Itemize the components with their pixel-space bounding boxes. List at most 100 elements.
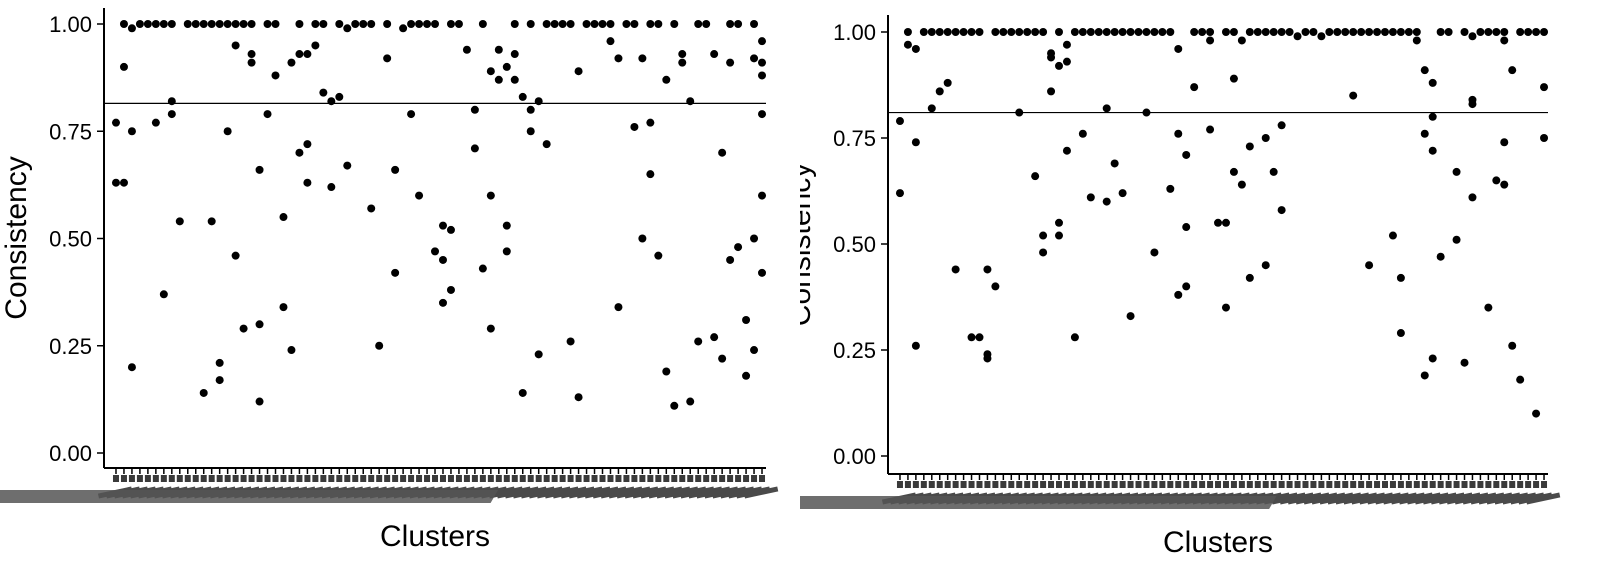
chart-1-data-point [606,37,615,46]
chart-2-data-point [1540,28,1549,36]
chart-1-data-point [710,50,719,59]
chart-1-data-point [135,20,144,28]
chart-2-x-tick-mark [1366,481,1373,488]
chart-2-x-tick-mark [1032,481,1039,488]
chart-2-x-tick-mark [1405,481,1412,488]
chart-2-data-point [1237,180,1246,189]
chart-2-x-tick-mark [1024,481,1031,488]
chart-2-data-point [1492,176,1501,185]
chart-1-y-tick-label: 0.25 [49,334,92,359]
chart-1-x-tick-mark [511,475,518,482]
chart-2-data-point [1110,28,1119,36]
chart-1-data-point [670,401,679,410]
chart-2-data-point [1174,44,1183,53]
chart-2-data-point [1245,28,1254,36]
chart-2-x-tick-label-blur [1525,492,1561,505]
chart-2-x-tick-mark [1008,481,1015,488]
chart-1-data-point [718,354,727,363]
chart-2-data-point [1062,40,1071,49]
chart-1-x-tick-mark [408,475,415,482]
chart-2-data-point [1261,28,1270,36]
chart-1-data-point [726,255,735,264]
chart-2-data-point [1381,28,1389,36]
chart-1-data-point [574,67,583,76]
chart-2-data-point [1428,146,1437,155]
chart-2-data-point [1023,28,1032,36]
chart-1-data-point [303,178,312,187]
chart-2-data-point [927,104,936,113]
chart-2-data-point [1047,87,1056,96]
chart-1-x-tick-mark [591,475,598,482]
chart-2-x-tick-mark [1294,481,1301,488]
chart-1-data-point [502,62,511,71]
chart-2-data-point [1102,28,1111,36]
chart-1-data-point [646,118,655,127]
chart-2-data-point [1237,36,1246,45]
chart-2-data-point [1015,28,1024,36]
chart-2-x-tick-mark [1207,481,1214,488]
chart-1-data-point [438,255,447,264]
chart-2-data-point [1516,28,1525,36]
chart-2-data-point [1277,206,1286,215]
chart-2-data-point [1086,193,1095,202]
chart-2-data-point [1468,32,1477,41]
chart-2-x-tick-mark [1350,481,1357,488]
chart-1-data-point [486,191,495,200]
chart-1-x-tick-mark [200,475,207,482]
chart-2-x-axis-title: Clusters [1163,526,1273,559]
chart-2-x-tick-mark [1469,481,1476,488]
chart-2-x-tick-mark [1437,481,1444,488]
chart-1-data-point [510,75,519,84]
chart-2-data-point [1221,303,1230,312]
chart-2-data-point [983,265,992,274]
chart-1-data-point [630,20,639,28]
chart-1-data-point [438,298,447,307]
chart-2-data-point [1055,231,1063,240]
chart-1-data-point [199,20,208,28]
chart-2-x-tick-mark [1215,481,1222,488]
chart-1-data-point [239,324,248,333]
chart-2-data-point [1055,218,1063,227]
chart-2-x-tick-mark [1397,481,1404,488]
chart-2-data-point [943,28,952,36]
chart-2-x-tick-mark [1413,481,1420,488]
chart-2-data-point [1174,290,1183,299]
chart-2-data-point [1396,28,1405,36]
chart-2-data-point [1285,28,1294,36]
chart-2-data-point [983,354,992,363]
chart-2-data-point [1428,78,1437,87]
chart-1-data-point [191,20,200,28]
chart-2-data-point [1206,28,1215,36]
chart-2-data-point [1341,28,1350,36]
chart-2-x-tick-mark [1063,481,1070,488]
chart-1-x-tick-mark [735,475,742,482]
chart-1-data-point [207,217,216,226]
chart-1-data-point [750,20,759,28]
chart-2-data-point [1182,223,1191,232]
chart-2-data-point [1396,273,1405,282]
chart-2-x-tick-mark [1541,481,1548,488]
chart-2-x-label-smear [800,496,1277,509]
chart-2-data-point [1388,231,1397,240]
chart-2-data-point [1245,142,1254,151]
chart-1-data-point [239,20,248,28]
chart-1-data-point [295,50,304,59]
chart-2-data-point [1428,354,1437,363]
chart-1-y-tick-label: 1.00 [49,12,92,37]
chart-2-data-point [903,40,912,49]
chart-2-data-point [1460,28,1469,36]
chart-2-data-point [1166,184,1175,193]
chart-1-data-point [518,388,527,397]
chart-1-data-point [255,165,264,174]
chart-2-data-point [991,28,1000,36]
chart-1-data-point [343,24,352,33]
chart-1-data-point [271,71,280,80]
chart-2-data-point [1540,83,1549,92]
chart-2-x-tick-mark [1238,481,1245,488]
chart-2-y-tick-label: 0.25 [833,338,876,363]
chart-2-x-tick-mark [1183,481,1190,488]
chart-1-data-point [718,148,727,157]
chart-1-data-point [279,213,288,222]
chart-2-y-tick-label: 0.00 [833,444,876,469]
chart-2-x-tick-mark [1000,481,1007,488]
